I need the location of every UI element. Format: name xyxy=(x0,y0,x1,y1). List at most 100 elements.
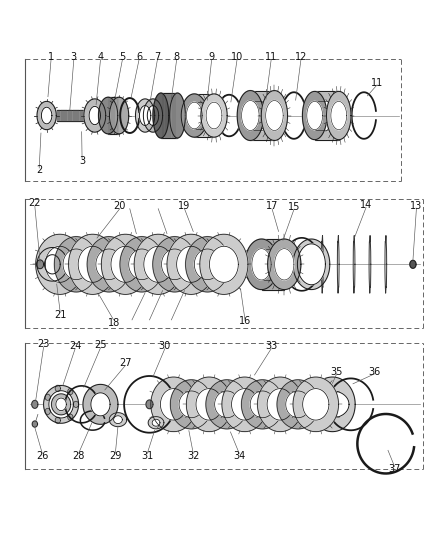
Text: 4: 4 xyxy=(97,52,103,62)
Text: 23: 23 xyxy=(37,340,49,350)
Polygon shape xyxy=(257,377,302,432)
Polygon shape xyxy=(276,380,318,429)
Polygon shape xyxy=(199,234,247,294)
Polygon shape xyxy=(87,237,131,292)
Text: 11: 11 xyxy=(370,78,382,88)
Polygon shape xyxy=(152,237,196,292)
Text: 7: 7 xyxy=(154,52,160,62)
Polygon shape xyxy=(314,92,338,140)
Polygon shape xyxy=(250,91,274,141)
Polygon shape xyxy=(51,394,71,415)
Polygon shape xyxy=(314,101,338,130)
Polygon shape xyxy=(147,106,158,125)
Text: 27: 27 xyxy=(119,358,131,368)
Text: 8: 8 xyxy=(173,52,179,62)
Polygon shape xyxy=(326,92,350,140)
Text: 11: 11 xyxy=(265,52,277,62)
Polygon shape xyxy=(49,391,73,418)
Polygon shape xyxy=(206,102,221,129)
Text: 13: 13 xyxy=(410,201,422,211)
Polygon shape xyxy=(160,93,177,138)
Polygon shape xyxy=(67,389,73,394)
Polygon shape xyxy=(251,249,271,280)
Text: 36: 36 xyxy=(368,367,380,376)
Text: 31: 31 xyxy=(141,450,153,461)
Text: 10: 10 xyxy=(230,52,243,62)
Text: 28: 28 xyxy=(72,450,85,461)
Text: 15: 15 xyxy=(287,203,300,213)
Polygon shape xyxy=(78,246,107,282)
Polygon shape xyxy=(84,99,106,132)
Polygon shape xyxy=(68,234,117,294)
Text: 1: 1 xyxy=(48,52,54,62)
Polygon shape xyxy=(302,92,326,140)
Polygon shape xyxy=(265,101,283,131)
Polygon shape xyxy=(250,391,274,418)
Polygon shape xyxy=(166,234,215,294)
Polygon shape xyxy=(139,106,150,125)
Text: 33: 33 xyxy=(265,341,277,351)
Polygon shape xyxy=(176,246,205,282)
Polygon shape xyxy=(160,389,186,420)
Text: 34: 34 xyxy=(233,450,245,461)
Text: 25: 25 xyxy=(94,340,106,350)
Polygon shape xyxy=(54,237,98,292)
Polygon shape xyxy=(63,249,89,280)
Polygon shape xyxy=(108,97,119,134)
Polygon shape xyxy=(209,246,238,282)
Text: 14: 14 xyxy=(359,200,371,210)
Text: 20: 20 xyxy=(113,201,126,211)
Polygon shape xyxy=(409,261,415,268)
Polygon shape xyxy=(181,94,207,137)
Text: 21: 21 xyxy=(54,310,66,320)
Polygon shape xyxy=(109,413,127,426)
Polygon shape xyxy=(98,97,117,134)
Text: 18: 18 xyxy=(107,318,120,327)
Polygon shape xyxy=(205,380,247,429)
Text: 37: 37 xyxy=(388,464,400,474)
Polygon shape xyxy=(45,408,50,415)
Polygon shape xyxy=(95,249,122,280)
Polygon shape xyxy=(37,101,56,130)
Text: 12: 12 xyxy=(294,52,307,62)
Polygon shape xyxy=(37,247,67,281)
Text: 3: 3 xyxy=(79,157,85,166)
Text: 35: 35 xyxy=(330,367,342,376)
Text: 5: 5 xyxy=(119,52,125,62)
Polygon shape xyxy=(134,234,182,294)
Polygon shape xyxy=(267,239,300,289)
Polygon shape xyxy=(186,102,202,129)
Polygon shape xyxy=(67,414,73,420)
Text: 26: 26 xyxy=(36,450,48,461)
Polygon shape xyxy=(113,416,122,424)
Polygon shape xyxy=(315,391,348,418)
Polygon shape xyxy=(89,107,100,125)
Polygon shape xyxy=(91,393,110,416)
Polygon shape xyxy=(120,237,163,292)
Polygon shape xyxy=(185,237,229,292)
Text: 24: 24 xyxy=(69,341,81,351)
Polygon shape xyxy=(237,91,263,141)
Text: 29: 29 xyxy=(109,450,121,461)
Polygon shape xyxy=(36,260,43,269)
Polygon shape xyxy=(32,400,38,408)
Polygon shape xyxy=(170,380,212,429)
Polygon shape xyxy=(44,255,60,274)
Polygon shape xyxy=(306,101,322,130)
Polygon shape xyxy=(55,417,60,423)
Polygon shape xyxy=(292,239,329,289)
Polygon shape xyxy=(45,394,50,400)
Polygon shape xyxy=(244,239,278,289)
Polygon shape xyxy=(292,377,338,432)
Polygon shape xyxy=(241,101,258,131)
Polygon shape xyxy=(169,93,185,138)
Polygon shape xyxy=(148,417,163,429)
Polygon shape xyxy=(45,246,74,282)
Polygon shape xyxy=(57,110,90,121)
Polygon shape xyxy=(152,93,168,138)
Text: 22: 22 xyxy=(28,198,41,208)
Polygon shape xyxy=(143,99,162,132)
Text: 30: 30 xyxy=(158,341,170,351)
Text: 16: 16 xyxy=(238,316,251,326)
Text: 9: 9 xyxy=(208,52,214,62)
